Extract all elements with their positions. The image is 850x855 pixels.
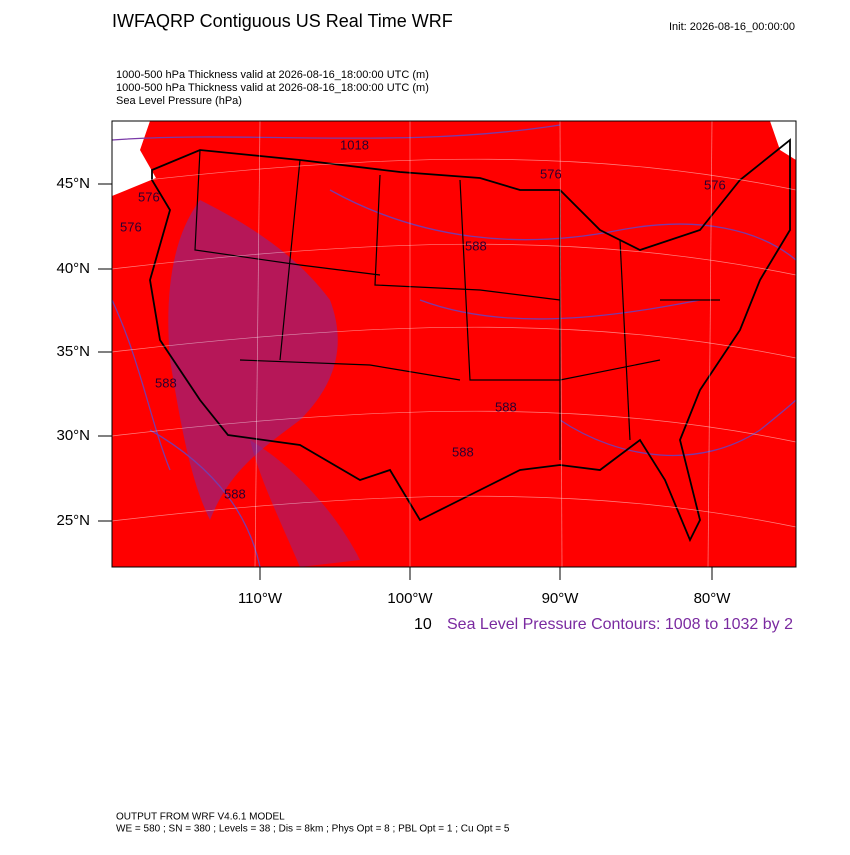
- init-time: Init: 2026-08-16_00:00:00: [669, 21, 795, 33]
- field-label: 1000-500 hPa Thickness valid at 2026-08-…: [116, 82, 429, 94]
- lon-label: 80°W: [694, 590, 732, 607]
- field-label: 1000-500 hPa Thickness valid at 2026-08-…: [116, 69, 429, 81]
- contour-label: 1018: [340, 137, 369, 152]
- footer-line: OUTPUT FROM WRF V4.6.1 MODEL: [116, 812, 285, 823]
- contour-labels: 1018 576 576 576 576 588 588 588 588 588: [120, 137, 726, 501]
- contour-label: 588: [452, 444, 474, 459]
- contour-note: Sea Level Pressure Contours: 1008 to 103…: [447, 616, 793, 633]
- lat-label: 45°N: [56, 175, 90, 192]
- map: 1018 576 576 576 576 588 588 588 588 588: [111, 120, 797, 568]
- footer-line: WE = 580 ; SN = 380 ; Levels = 38 ; Dis …: [116, 824, 510, 835]
- contour-label: 588: [155, 375, 177, 390]
- contour-label: 576: [540, 166, 562, 181]
- field-label: Sea Level Pressure (hPa): [116, 95, 242, 107]
- lat-label: 35°N: [56, 343, 90, 360]
- lon-label: 100°W: [387, 590, 433, 607]
- terrain-shade: [250, 440, 360, 567]
- map-frame: [111, 120, 797, 568]
- lat-label: 40°N: [56, 260, 90, 277]
- contour-label: 588: [224, 486, 246, 501]
- lat-label: 30°N: [56, 427, 90, 444]
- boundaries: [149, 138, 791, 543]
- contour-label: 576: [138, 189, 160, 204]
- lat-ticks: [98, 183, 713, 580]
- graticule: [111, 120, 797, 568]
- contour-label: 576: [704, 177, 726, 192]
- lon-label: 110°W: [238, 590, 283, 607]
- contour-label: 588: [495, 399, 517, 414]
- title: IWFAQRP Contiguous US Real Time WRF: [112, 11, 453, 31]
- lat-label: 25°N: [56, 512, 90, 529]
- lon-label: 90°W: [542, 590, 580, 607]
- contour-label: 576: [120, 219, 142, 234]
- contour-label: 588: [465, 238, 487, 253]
- contour-note-prefix: 10: [414, 616, 432, 633]
- pressure-contours: [111, 124, 797, 568]
